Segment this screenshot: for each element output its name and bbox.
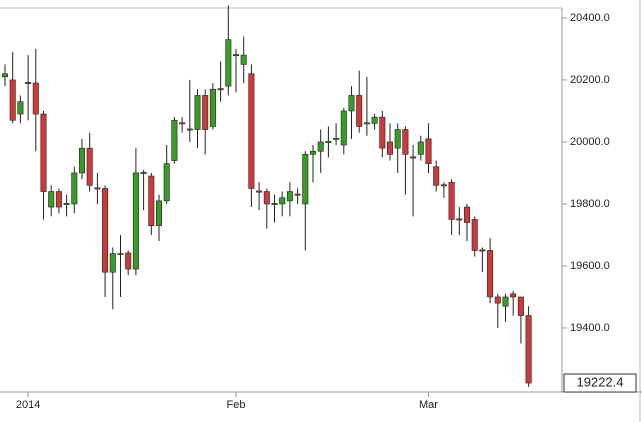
candle-body <box>433 166 440 186</box>
candle-body <box>132 172 139 270</box>
candle-body <box>55 191 62 208</box>
candle-body <box>479 249 486 252</box>
candle-body <box>317 141 324 152</box>
candle-body <box>186 128 193 131</box>
candle-body <box>233 54 240 57</box>
candle-body <box>79 147 86 174</box>
candle-body <box>510 293 517 298</box>
candle-body <box>194 95 201 130</box>
candle-body <box>48 191 55 208</box>
candle-body <box>517 296 524 316</box>
candle-body <box>125 252 132 270</box>
candle-body <box>286 191 293 202</box>
candle-body <box>240 54 247 65</box>
y-tick-label: 20200.0 <box>570 74 610 86</box>
last-value-box <box>563 373 637 393</box>
y-tick-label: 19400.0 <box>570 322 610 334</box>
candle-body <box>402 129 409 155</box>
candle-body <box>40 113 47 192</box>
candle-body <box>202 95 209 130</box>
candle-body <box>25 82 32 84</box>
candle-body <box>225 39 232 87</box>
candle-body <box>279 197 286 205</box>
candle-body <box>256 190 263 193</box>
candle-body <box>333 137 340 140</box>
candle-body <box>1 73 9 78</box>
candle-body <box>302 154 309 205</box>
candle-body <box>109 253 116 273</box>
candle-body <box>502 296 509 307</box>
candle-body <box>410 156 417 159</box>
candle-body <box>448 181 455 220</box>
candle-body <box>171 119 178 161</box>
candle-body <box>471 219 478 251</box>
candle-body <box>32 82 39 115</box>
y-tick-label: 19800.0 <box>570 198 610 210</box>
candle-body <box>148 175 155 226</box>
x-tick-label: Feb <box>227 399 246 411</box>
x-tick-label: 2014 <box>16 399 40 411</box>
candle-body <box>102 188 109 273</box>
candle-body <box>86 147 93 186</box>
candle-body <box>248 73 255 189</box>
last-value-label: 19222.4 <box>577 374 624 389</box>
y-tick-label: 19600.0 <box>570 260 610 272</box>
candle-body <box>163 163 170 202</box>
candle-body <box>325 141 332 143</box>
candle-body <box>9 79 16 121</box>
candle-body <box>117 253 124 255</box>
x-tick-label: Mar <box>419 399 438 411</box>
candle-body <box>209 88 216 127</box>
candle-body <box>417 141 424 155</box>
candle-body <box>17 101 24 115</box>
candle-body <box>294 193 301 196</box>
candle-body <box>487 250 494 298</box>
candle-body <box>440 184 447 187</box>
candle-body <box>386 141 393 155</box>
candle-body <box>309 150 316 155</box>
candle-body <box>140 172 147 174</box>
candle-body <box>340 110 347 146</box>
candle-body <box>371 116 378 124</box>
candle-body <box>217 88 224 91</box>
candle-body <box>356 95 363 127</box>
candle-body <box>379 116 386 149</box>
candle-body <box>271 203 278 205</box>
candle-body <box>494 296 501 304</box>
candle-body <box>363 122 370 125</box>
candle-body <box>348 95 355 112</box>
y-tick-label: 20000.0 <box>570 136 610 148</box>
candle-body <box>94 187 101 190</box>
candle-body <box>263 191 270 205</box>
y-tick-label: 20400.0 <box>570 12 610 24</box>
candle-body <box>425 138 432 164</box>
candle-body <box>456 218 463 221</box>
candle-body <box>156 200 163 226</box>
candle-body <box>463 206 470 223</box>
candle-body <box>179 122 186 125</box>
candle-body <box>63 203 70 205</box>
candle-body <box>525 315 532 384</box>
candle-body <box>71 172 78 205</box>
candle-body <box>394 129 401 149</box>
